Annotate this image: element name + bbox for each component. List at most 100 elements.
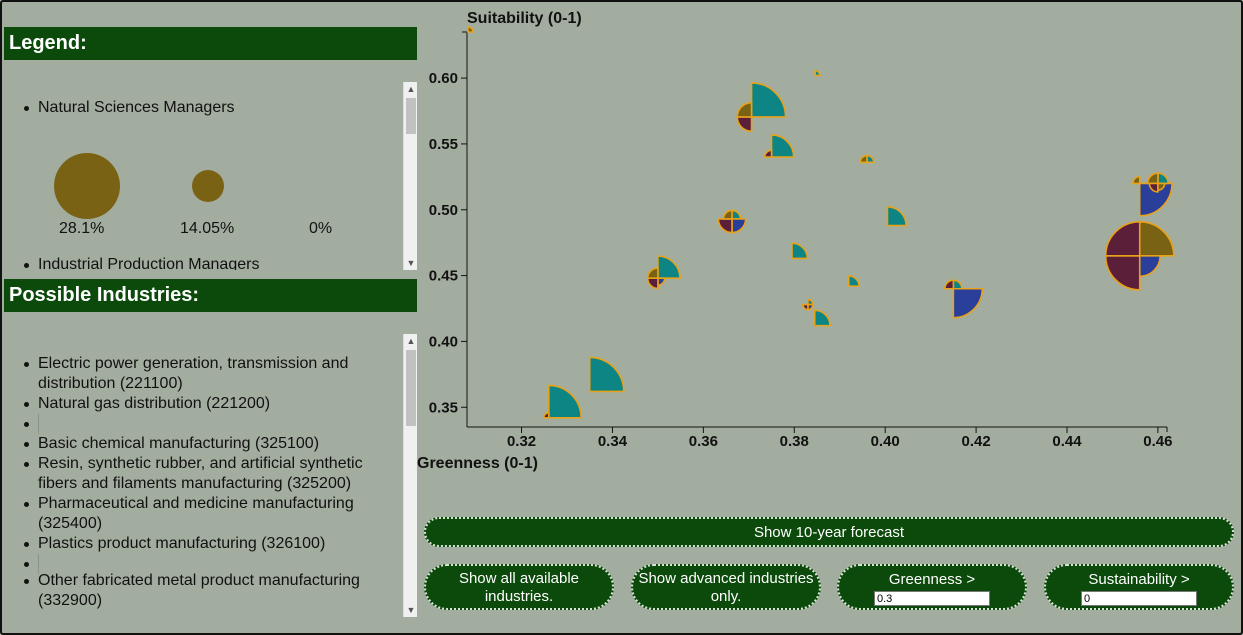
legend-label-medium: 14.05%: [180, 220, 235, 237]
industry-point[interactable]: [467, 26, 474, 33]
scroll-thumb[interactable]: [406, 350, 416, 426]
x-tick-label: 0.40: [871, 433, 900, 450]
industry-point[interactable]: [1132, 175, 1173, 217]
point-wedge: [1138, 221, 1175, 257]
industry-point[interactable]: [859, 154, 875, 164]
legend-label-large: 28.1%: [59, 220, 105, 237]
industry-point[interactable]: [814, 69, 821, 77]
industry-point[interactable]: [588, 356, 625, 393]
point-wedge: [1138, 255, 1161, 278]
industry-item[interactable]: Resin, synthetic rubber, and artificial …: [24, 454, 383, 494]
industries-title: Possible Industries:: [9, 284, 200, 306]
y-axis-label: Suitability (0-1): [467, 10, 582, 27]
industries-scrollbar[interactable]: ▲ ▼: [403, 334, 417, 617]
scatter-chart[interactable]: Suitability (0-1) Greenness (0-1) 0.350.…: [412, 2, 1212, 502]
point-wedge: [1138, 182, 1173, 217]
list-divider: [24, 414, 383, 434]
point-wedge: [886, 206, 907, 227]
point-wedge: [1157, 182, 1166, 192]
legend-scrollbar[interactable]: ▲ ▼: [403, 82, 417, 270]
scroll-down-icon[interactable]: ▼: [406, 605, 416, 615]
industry-point[interactable]: [736, 82, 787, 133]
industry-point[interactable]: [542, 384, 582, 419]
point-wedge: [750, 82, 787, 118]
point-wedge: [763, 149, 773, 158]
industries-header: Possible Industries:: [4, 279, 417, 312]
y-tick-label: 0.60: [429, 70, 458, 87]
greenness-filter-label: Greenness >: [888, 571, 976, 588]
industry-item[interactable]: Other fabricated metal product manufactu…: [24, 571, 383, 611]
sustainability-filter: Sustainability >: [1044, 564, 1234, 610]
point-wedge: [467, 26, 474, 33]
x-tick-label: 0.32: [507, 433, 536, 450]
forecast-button-label: Show 10-year forecast: [753, 524, 905, 541]
x-tick-label: 0.42: [961, 433, 990, 450]
point-wedge: [791, 242, 809, 260]
industry-point[interactable]: [646, 255, 681, 290]
sustainability-input[interactable]: [1081, 591, 1197, 606]
industry-item[interactable]: Basic chemical manufacturing (325100): [24, 434, 383, 454]
industry-item[interactable]: Pharmaceutical and medicine manufacturin…: [24, 494, 383, 534]
y-tick-label: 0.40: [429, 333, 458, 350]
show-all-button[interactable]: Show all available industries.: [424, 564, 614, 610]
industries-panel[interactable]: Electric power generation, transmission …: [4, 334, 417, 617]
advanced-only-button[interactable]: Show advanced industries only.: [631, 564, 821, 610]
industry-item[interactable]: Plastics product manufacturing (326100): [24, 534, 383, 554]
point-wedge: [736, 101, 753, 118]
point-wedge: [731, 209, 742, 220]
greenness-input[interactable]: [874, 591, 990, 606]
point-wedge: [1132, 175, 1141, 185]
industry-item[interactable]: Electric power generation, transmission …: [24, 354, 383, 394]
legend-title: Legend:: [9, 32, 87, 54]
point-wedge: [1104, 255, 1141, 291]
point-wedge: [1157, 172, 1169, 185]
legend-header: Legend:: [4, 27, 417, 60]
show-all-button-label: Show all available industries.: [458, 570, 580, 605]
point-wedge: [813, 309, 831, 327]
industry-point[interactable]: [791, 242, 809, 260]
point-wedge: [802, 303, 809, 311]
point-wedge: [1148, 182, 1159, 193]
legend-panel[interactable]: Natural Sciences Managers 28.1% 14.05% 0…: [4, 82, 417, 270]
chart-marks: [467, 26, 1175, 419]
point-wedge: [722, 209, 733, 220]
greenness-filter: Greenness >: [837, 564, 1027, 610]
forecast-button[interactable]: Show 10-year forecast: [424, 517, 1234, 547]
point-wedge: [944, 279, 955, 290]
point-wedge: [646, 267, 659, 280]
axes: 0.35 0.40 0.45 0.50 0.55 0.60 0.32 0.34 0.36 0.38…: [429, 31, 1173, 450]
point-wedge: [588, 356, 625, 393]
scroll-thumb[interactable]: [406, 98, 416, 134]
point-wedge: [731, 218, 747, 234]
industry-point[interactable]: [813, 309, 831, 327]
industry-item[interactable]: Natural gas distribution (221200): [24, 394, 383, 414]
industry-point[interactable]: [1104, 221, 1175, 291]
y-tick-label: 0.50: [429, 202, 458, 219]
scroll-down-icon[interactable]: ▼: [406, 258, 416, 268]
y-tick-label: 0.45: [429, 268, 458, 285]
legend-occupation: Industrial Production Managers: [24, 255, 417, 270]
industry-point[interactable]: [886, 206, 907, 227]
advanced-only-button-label: Show advanced industries only.: [638, 570, 814, 605]
y-tick-label: 0.55: [429, 136, 458, 153]
industry-point[interactable]: [1146, 172, 1169, 193]
point-wedge: [859, 154, 868, 164]
x-tick-label: 0.36: [689, 433, 718, 450]
scroll-up-icon[interactable]: ▲: [406, 84, 416, 94]
point-wedge: [542, 411, 550, 419]
point-wedge: [736, 116, 753, 133]
point-wedge: [770, 134, 795, 158]
industry-point[interactable]: [763, 134, 795, 158]
industry-point[interactable]: [717, 209, 747, 234]
point-wedge: [548, 384, 582, 419]
legend-occupation: Natural Sciences Managers: [24, 98, 417, 118]
point-wedge: [866, 154, 875, 164]
point-wedge: [657, 255, 681, 280]
sustainability-filter-label: Sustainability >: [1088, 571, 1190, 588]
industry-point[interactable]: [848, 275, 860, 287]
industry-point[interactable]: [802, 298, 814, 311]
x-tick-label: 0.34: [598, 433, 628, 450]
industry-point[interactable]: [944, 279, 984, 319]
scroll-up-icon[interactable]: ▲: [406, 336, 416, 346]
